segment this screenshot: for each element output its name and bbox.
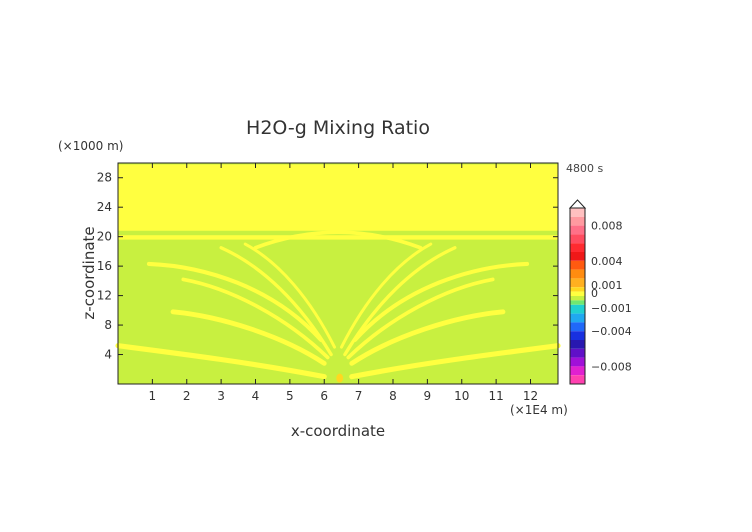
- y-tick-label: 24: [97, 200, 112, 214]
- colorbar-band: [570, 375, 585, 384]
- y-tick-label: 12: [97, 289, 112, 303]
- contour-streak: [243, 242, 337, 349]
- y-tick-label: 4: [104, 348, 112, 362]
- colorbar-overflow-triangle: [568, 199, 587, 209]
- contour-streak: [170, 309, 327, 366]
- contour-streak: [181, 277, 330, 360]
- colorbar-label: 0: [591, 287, 598, 300]
- contour-band: [118, 235, 558, 240]
- contour-streak: [349, 309, 506, 366]
- colorbar-label: 0.001: [591, 279, 623, 292]
- colorbar-band: [570, 313, 585, 323]
- x-tick-label: 10: [454, 389, 469, 403]
- colorbar-band: [570, 300, 585, 305]
- colorbar-band: [570, 296, 585, 301]
- colorbar-band: [570, 348, 585, 358]
- x-tick-label: 12: [523, 389, 538, 403]
- x-tick-label: 4: [252, 389, 260, 403]
- contour-blob: [336, 373, 344, 383]
- y-tick-label: 8: [104, 318, 112, 332]
- colorbar-label: 0.004: [591, 255, 623, 268]
- contour-streak: [353, 261, 530, 342]
- colorbar-band: [570, 234, 585, 244]
- chart-title: H2O-g Mixing Ratio: [246, 117, 430, 139]
- y-axis-label: z-coordinate: [80, 226, 98, 319]
- colorbar-band: [570, 340, 585, 349]
- contour-streak: [115, 343, 327, 380]
- y-tick-label: 20: [97, 230, 112, 244]
- colorbar-band: [570, 278, 585, 288]
- x-tick-label: 9: [424, 389, 432, 403]
- contour-arc: [253, 230, 423, 250]
- x-axis-label: x-coordinate: [291, 422, 385, 440]
- colorbar-band: [570, 260, 585, 270]
- colorbar-band: [570, 252, 585, 261]
- x-tick-label: 1: [149, 389, 157, 403]
- contour-features: [115, 164, 561, 383]
- colorbar-label: −0.008: [591, 360, 632, 373]
- colorbar-band: [570, 331, 585, 340]
- colorbar-label: −0.004: [591, 325, 632, 338]
- x-tick-label: 2: [183, 389, 191, 403]
- colorbar-band: [570, 225, 585, 235]
- y-unit-label: (×1000 m): [58, 139, 123, 153]
- colorbar-band: [570, 287, 585, 292]
- time-label: 4800 s: [566, 162, 603, 175]
- colorbar-band: [570, 357, 585, 367]
- x-tick-label: 11: [488, 389, 503, 403]
- colorbar-label: 0.008: [591, 220, 623, 233]
- x-unit-label: (×1E4 m): [510, 403, 568, 417]
- colorbar-band: [570, 366, 585, 376]
- contour-streak: [343, 246, 457, 357]
- contour-streak: [349, 343, 561, 380]
- x-tick-label: 5: [286, 389, 294, 403]
- colorbar-band: [570, 269, 585, 279]
- y-tick-label: 16: [97, 259, 112, 273]
- colorbar-band: [570, 291, 585, 296]
- x-tick-label: 7: [355, 389, 363, 403]
- colorbar-band: [570, 216, 585, 226]
- colorbar-frame: [569, 207, 586, 385]
- contour-blob: [143, 208, 161, 217]
- contour-streak: [339, 242, 433, 349]
- colorbar-band: [570, 322, 585, 332]
- colorbar-band: [570, 243, 585, 252]
- contour-streak: [346, 277, 495, 360]
- contour-blob: [515, 208, 533, 217]
- contour-streak: [146, 261, 323, 342]
- colorbar-label: −0.001: [591, 302, 632, 315]
- x-tick-label: 3: [217, 389, 225, 403]
- contour-streak: [219, 246, 333, 357]
- y-tick-label: 28: [97, 171, 112, 185]
- plot-area: [115, 162, 561, 385]
- contour-band: [118, 164, 558, 231]
- y-axis: 4 8 12 16 20 24 28: [97, 171, 558, 362]
- x-tick-label: 6: [320, 389, 328, 403]
- x-tick-label: 8: [389, 389, 397, 403]
- colorbar-band: [570, 304, 585, 314]
- plot-frame: [117, 162, 559, 385]
- x-axis: 1 2 3 4 5 6 7 8 9 10 11 12: [149, 163, 538, 403]
- colorbar-band: [570, 208, 585, 217]
